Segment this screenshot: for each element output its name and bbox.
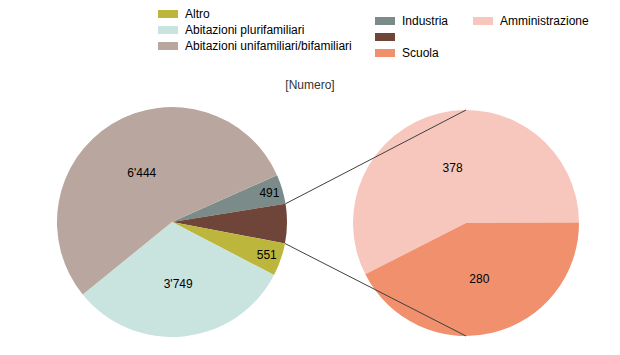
svg-text:Abitazioni plurifamiliari: Abitazioni plurifamiliari: [185, 23, 304, 37]
svg-text:[Numero]: [Numero]: [285, 78, 334, 92]
svg-text:Amministrazione: Amministrazione: [500, 14, 589, 28]
svg-text:6'444: 6'444: [127, 166, 156, 180]
svg-text:378: 378: [443, 161, 463, 175]
svg-text:Abitazioni unifamiliari/bifami: Abitazioni unifamiliari/bifamiliari: [185, 39, 352, 53]
svg-text:Scuola: Scuola: [402, 46, 439, 60]
svg-text:Industria: Industria: [402, 14, 448, 28]
svg-text:491: 491: [259, 186, 279, 200]
svg-text:3'749: 3'749: [164, 277, 193, 291]
svg-text:Altro: Altro: [185, 7, 210, 21]
svg-text:280: 280: [469, 272, 489, 286]
svg-text:551: 551: [257, 248, 277, 262]
